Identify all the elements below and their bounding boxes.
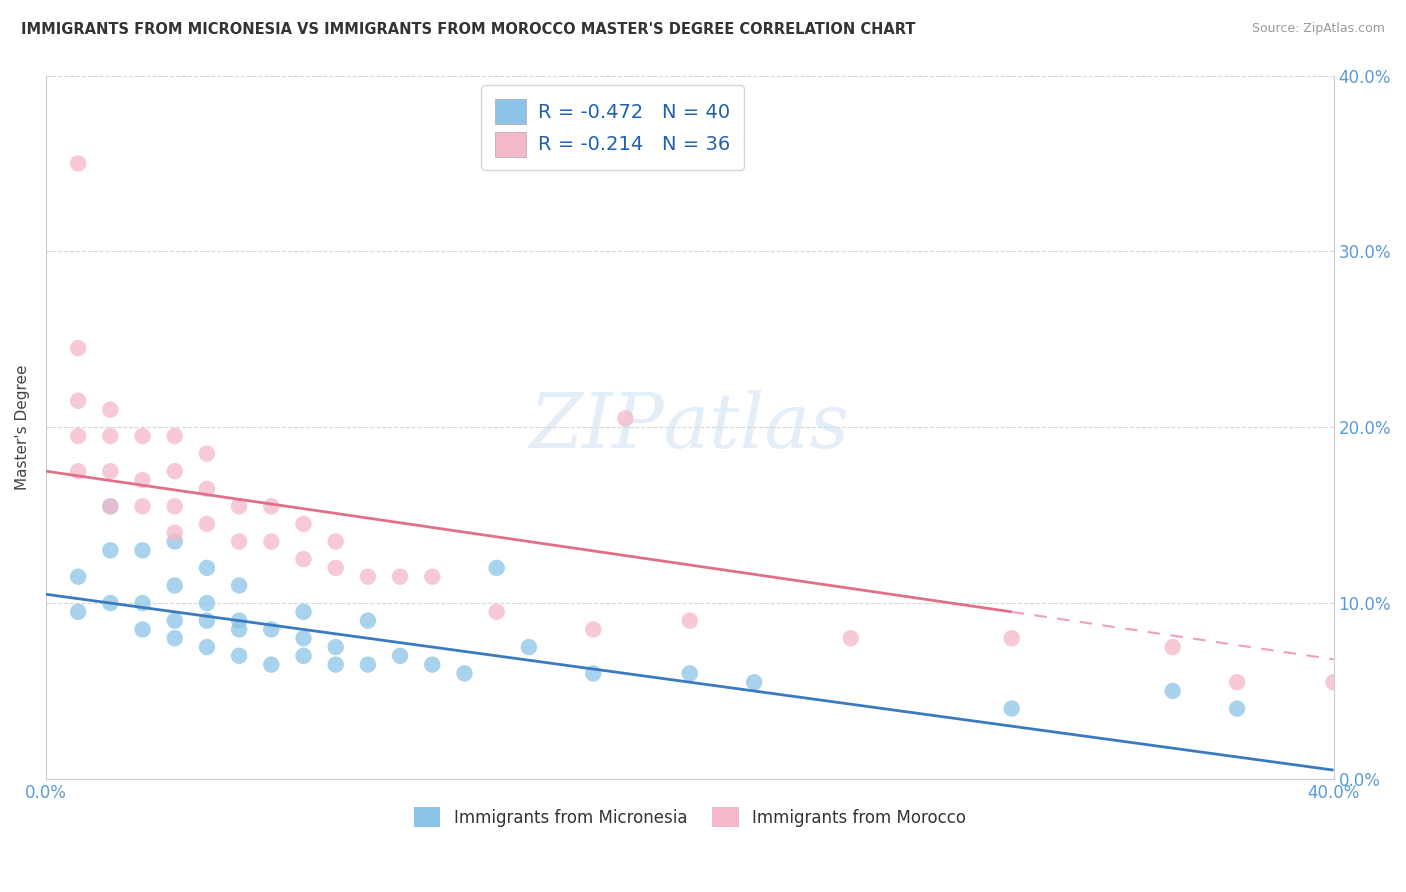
Point [228, 578, 250, 592]
Point [67, 605, 90, 619]
Point [1001, 632, 1024, 646]
Point [292, 632, 315, 646]
Point [485, 605, 508, 619]
Point [357, 570, 380, 584]
Point [67, 464, 90, 478]
Text: Source: ZipAtlas.com: Source: ZipAtlas.com [1251, 22, 1385, 36]
Point [485, 561, 508, 575]
Point [131, 623, 153, 637]
Point [195, 640, 218, 654]
Text: ZIP​atlas: ZIP​atlas [530, 390, 849, 464]
Point [614, 411, 637, 425]
Point [98, 464, 121, 478]
Point [163, 429, 186, 443]
Point [453, 666, 475, 681]
Point [292, 552, 315, 566]
Point [839, 632, 862, 646]
Point [163, 464, 186, 478]
Point [582, 623, 605, 637]
Point [163, 632, 186, 646]
Point [131, 596, 153, 610]
Point [1323, 675, 1346, 690]
Point [131, 543, 153, 558]
Point [195, 516, 218, 531]
Point [98, 596, 121, 610]
Point [98, 500, 121, 514]
Text: IMMIGRANTS FROM MICRONESIA VS IMMIGRANTS FROM MOROCCO MASTER'S DEGREE CORRELATIO: IMMIGRANTS FROM MICRONESIA VS IMMIGRANTS… [21, 22, 915, 37]
Point [228, 648, 250, 663]
Point [195, 561, 218, 575]
Point [131, 429, 153, 443]
Point [67, 156, 90, 170]
Point [98, 429, 121, 443]
Point [98, 543, 121, 558]
Point [582, 666, 605, 681]
Point [67, 570, 90, 584]
Point [195, 447, 218, 461]
Point [325, 657, 347, 672]
Y-axis label: Master's Degree: Master's Degree [15, 365, 30, 490]
Point [228, 500, 250, 514]
Point [228, 534, 250, 549]
Point [195, 596, 218, 610]
Point [517, 640, 540, 654]
Point [163, 525, 186, 540]
Point [228, 623, 250, 637]
Point [357, 614, 380, 628]
Point [98, 500, 121, 514]
Point [260, 623, 283, 637]
Point [163, 578, 186, 592]
Point [260, 657, 283, 672]
Point [357, 657, 380, 672]
Point [292, 648, 315, 663]
Point [98, 402, 121, 417]
Point [292, 516, 315, 531]
Point [325, 534, 347, 549]
Point [131, 473, 153, 487]
Point [420, 570, 443, 584]
Point [260, 534, 283, 549]
Point [195, 614, 218, 628]
Point [163, 500, 186, 514]
Point [67, 393, 90, 408]
Point [67, 429, 90, 443]
Point [67, 341, 90, 355]
Point [1226, 701, 1249, 715]
Point [228, 614, 250, 628]
Point [131, 500, 153, 514]
Point [1226, 675, 1249, 690]
Point [389, 648, 412, 663]
Point [1161, 640, 1184, 654]
Point [260, 500, 283, 514]
Point [742, 675, 765, 690]
Point [679, 614, 702, 628]
Point [325, 640, 347, 654]
Point [325, 561, 347, 575]
Point [163, 614, 186, 628]
Point [1161, 684, 1184, 698]
Legend: Immigrants from Micronesia, Immigrants from Morocco: Immigrants from Micronesia, Immigrants f… [406, 800, 973, 834]
Point [292, 605, 315, 619]
Point [420, 657, 443, 672]
Point [195, 482, 218, 496]
Point [1001, 701, 1024, 715]
Point [389, 570, 412, 584]
Point [679, 666, 702, 681]
Point [163, 534, 186, 549]
